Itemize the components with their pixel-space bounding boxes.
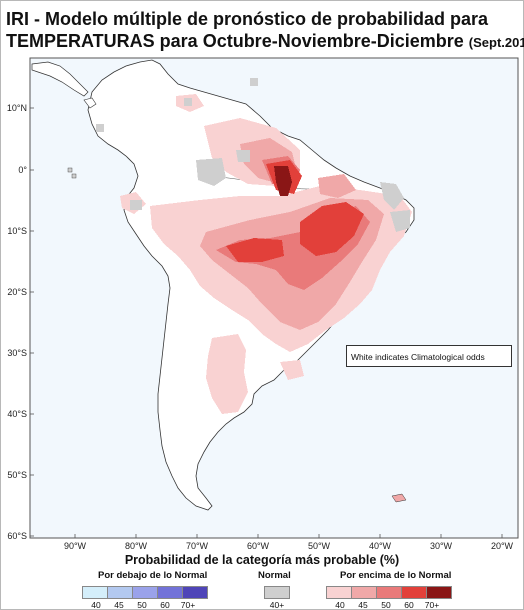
title-line-1: IRI - Modelo múltiple de pronóstico de p… (6, 9, 489, 29)
lat-label: 0° (18, 165, 27, 175)
map-axes (30, 107, 503, 538)
lat-label: 40°S (7, 409, 27, 419)
title-issue-date: (Sept.2019) (468, 35, 524, 50)
legend-tick: 60 (404, 600, 414, 610)
legend-below-swatches (82, 586, 208, 599)
lon-label: 20°W (491, 541, 514, 551)
longitude-labels: 90°W 80°W 70°W 60°W 50°W 40°W 30°W 20°W (64, 541, 514, 551)
legend-swatch (82, 586, 108, 599)
lon-label: 70°W (186, 541, 209, 551)
lon-label: 50°W (308, 541, 331, 551)
lat-label: 50°S (7, 470, 27, 480)
legend-title: Probabilidad de la categoría más probabl… (124, 553, 400, 567)
legend-swatch (107, 586, 133, 599)
legend-swatch (351, 586, 377, 599)
legend-swatch (132, 586, 158, 599)
lat-label: 10°N (7, 103, 27, 113)
legend-tick: 50 (137, 600, 147, 610)
map-title: IRI - Modelo múltiple de pronóstico de p… (6, 8, 524, 54)
legend-swatch (157, 586, 183, 599)
legend-tick: 60 (160, 600, 170, 610)
legend-swatch (426, 586, 452, 599)
legend-tick: 50 (381, 600, 391, 610)
legend-below-label: Por debajo de lo Normal (98, 570, 208, 581)
latitude-labels: 10°N 0° 10°S 20°S 30°S 40°S 50°S 60°S (7, 103, 28, 541)
legend-swatch (182, 586, 208, 599)
legend-above-swatches (326, 586, 452, 599)
lat-label: 60°S (7, 531, 27, 541)
legend-swatch (326, 586, 352, 599)
climatology-note: White indicates Climatological odds (346, 345, 512, 367)
lon-label: 60°W (247, 541, 270, 551)
title-line-2-main: TEMPERATURAS para Octubre-Noviembre-Dici… (6, 31, 464, 51)
title-line-2: TEMPERATURAS para Octubre-Noviembre-Dici… (6, 30, 524, 54)
forecast-shading (120, 94, 412, 414)
lat-label: 10°S (7, 226, 27, 236)
legend-swatch (376, 586, 402, 599)
lon-label: 90°W (64, 541, 87, 551)
legend-tick: 40 (335, 600, 345, 610)
legend-normal-label: Normal (258, 570, 291, 581)
normal-category-patches (96, 78, 410, 232)
legend-tick: 45 (114, 600, 124, 610)
legend-tick: 40+ (269, 600, 285, 610)
lat-label: 20°S (7, 287, 27, 297)
legend-normal-swatches (264, 586, 290, 599)
legend-tick: 70+ (424, 600, 440, 610)
legend-tick: 40 (91, 600, 101, 610)
lon-label: 80°W (125, 541, 148, 551)
legend-swatch (401, 586, 427, 599)
legend-tick: 70+ (180, 600, 196, 610)
legend-above-label: Por encima de lo Normal (340, 570, 452, 581)
lon-label: 40°W (369, 541, 392, 551)
lat-label: 30°S (7, 348, 27, 358)
legend-tick: 45 (358, 600, 368, 610)
legend-swatch (264, 586, 290, 599)
lon-label: 30°W (430, 541, 453, 551)
